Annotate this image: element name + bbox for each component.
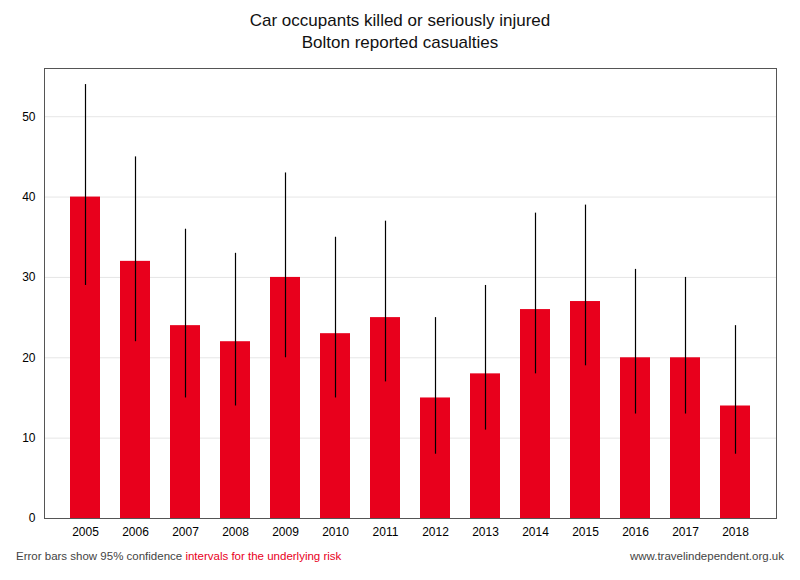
svg-text:2010: 2010	[322, 525, 349, 539]
svg-text:2015: 2015	[572, 525, 599, 539]
svg-text:2007: 2007	[172, 525, 199, 539]
svg-text:2012: 2012	[422, 525, 449, 539]
svg-text:50: 50	[22, 110, 36, 124]
svg-text:2005: 2005	[72, 525, 99, 539]
svg-text:20: 20	[22, 351, 36, 365]
html-text:Bolton reported casualties: Bolton reported casualties	[301, 33, 499, 52]
svg-text:2013: 2013	[472, 525, 499, 539]
svg-text:40: 40	[22, 190, 36, 204]
svg-text:2011: 2011	[373, 525, 399, 539]
svg-text:10: 10	[22, 431, 36, 445]
svg-text:2016: 2016	[622, 525, 649, 539]
svg-text:2017: 2017	[672, 525, 699, 539]
html-text:Car occupants killed or seriou: Car occupants killed or seriously injure…	[249, 11, 551, 30]
svg-text:0: 0	[29, 511, 36, 525]
svg-text:2008: 2008	[222, 525, 249, 539]
svg-text:2009: 2009	[272, 525, 299, 539]
svg-text:2018: 2018	[722, 525, 749, 539]
svg-text:2014: 2014	[522, 525, 549, 539]
html-text:www.travelindependent.org.uk: www.travelindependent.org.uk	[629, 550, 784, 562]
svg-text:2006: 2006	[122, 525, 149, 539]
svg-text:30: 30	[22, 270, 36, 284]
html-text:Error bars show 95% confidence: Error bars show 95% confidence intervals…	[16, 550, 342, 562]
